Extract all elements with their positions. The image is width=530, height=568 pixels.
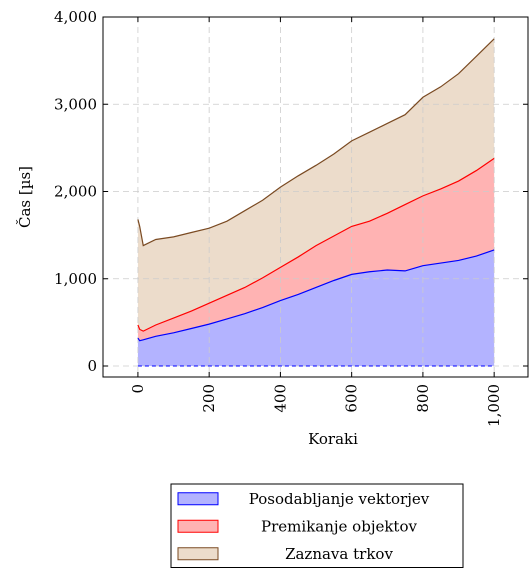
y-axis-label: Čas [µs] (16, 166, 34, 228)
x-tick-label: 800 (414, 384, 432, 413)
x-tick-label: 600 (343, 384, 361, 413)
y-tick-label: 0 (87, 357, 97, 375)
area-line (137, 157, 495, 332)
x-tick-label: 0 (129, 384, 147, 394)
x-axis-label: Koraki (308, 430, 358, 448)
legend-label: Posodabljanje vektorjev (249, 490, 430, 508)
x-tick-label: 200 (200, 384, 218, 413)
y-tick-label: 3,000 (54, 95, 97, 113)
legend-swatch (177, 492, 219, 506)
area-fill (137, 158, 495, 341)
y-tick-label: 1,000 (54, 270, 97, 288)
area-fill (137, 38, 495, 332)
area-line (137, 249, 495, 342)
plot-frame (102, 16, 529, 378)
legend-label: Premikanje objektov (261, 517, 417, 535)
x-tick-label: 1,000 (485, 384, 503, 427)
legend-swatch (177, 547, 219, 561)
x-tick-label: 400 (271, 384, 289, 413)
legend-swatch (177, 519, 219, 533)
legend-label: Zaznava trkov (285, 545, 393, 563)
y-tick-label: 2,000 (54, 183, 97, 201)
area-line (137, 38, 495, 247)
y-tick-label: 4,000 (54, 8, 97, 26)
